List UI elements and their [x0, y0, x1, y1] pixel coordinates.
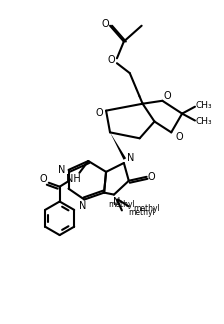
Text: CH₃: CH₃ [196, 101, 213, 110]
Text: N: N [58, 165, 65, 175]
Text: methyl: methyl [134, 204, 160, 213]
Text: O: O [101, 19, 109, 29]
Text: O: O [148, 172, 155, 182]
Text: O: O [107, 55, 115, 65]
Text: CH₃: CH₃ [196, 117, 213, 126]
Text: N: N [79, 202, 86, 212]
Text: methyl: methyl [128, 208, 155, 217]
Text: methyl: methyl [108, 200, 135, 209]
Text: N: N [127, 153, 134, 163]
Text: O: O [95, 108, 103, 118]
Text: NH: NH [66, 174, 81, 184]
Text: O: O [164, 91, 171, 101]
Text: O: O [175, 132, 183, 142]
Text: O: O [39, 174, 47, 184]
Text: N: N [113, 198, 121, 207]
Polygon shape [110, 133, 126, 160]
